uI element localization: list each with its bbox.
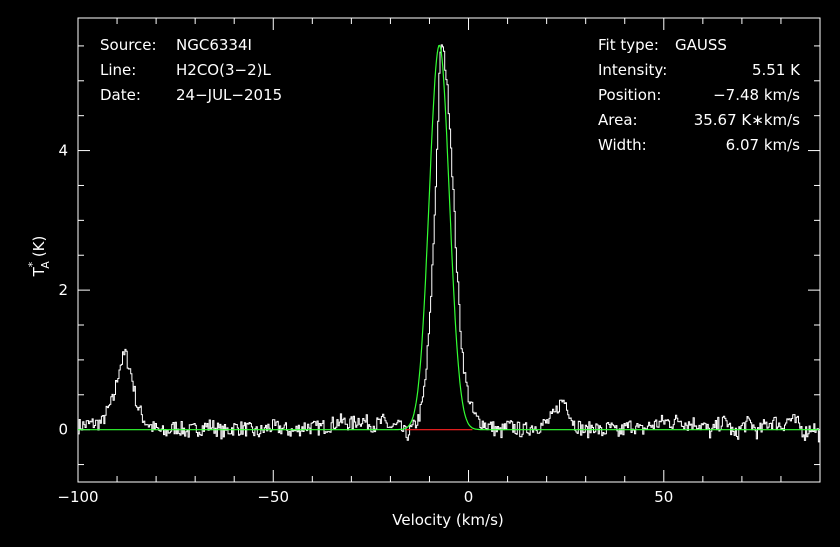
fit-info-key: Position: bbox=[598, 86, 661, 104]
x-tick-label: −100 bbox=[57, 488, 98, 506]
fit-info-key: Width: bbox=[598, 136, 647, 154]
fit-info-key: Area: bbox=[598, 111, 638, 129]
x-tick-label: −50 bbox=[257, 488, 289, 506]
fit-info: Fit type: GAUSS Intensity: 5.51 K Position: −… bbox=[598, 36, 801, 154]
axis-tick-labels: −100 −50 0 50 0 2 4 bbox=[57, 142, 673, 506]
fit-info-value: 6.07 km/s bbox=[726, 136, 801, 154]
y-axis-label-main: T bbox=[30, 266, 48, 277]
y-axis-label: T*A (K) bbox=[26, 236, 52, 278]
gaussian-fit-line bbox=[78, 44, 820, 431]
fit-info-value: −7.48 km/s bbox=[713, 86, 800, 104]
source-info-key: Source: bbox=[100, 36, 157, 54]
plot-frame bbox=[77, 17, 821, 483]
y-axis-label-sup: * bbox=[26, 261, 39, 267]
y-axis-label-unit: (K) bbox=[30, 236, 48, 258]
y-tick-label: 4 bbox=[58, 142, 68, 160]
y-tick-label: 2 bbox=[58, 281, 68, 299]
source-info-value: H2CO(3−2)L bbox=[176, 61, 271, 79]
fit-info-value: GAUSS bbox=[675, 36, 727, 54]
source-info-value: NGC6334I bbox=[176, 36, 252, 54]
source-info-key: Line: bbox=[100, 61, 136, 79]
y-axis-label-sub: A bbox=[39, 261, 52, 269]
fit-info-key: Intensity: bbox=[598, 61, 667, 79]
y-axis-label-text: T*A (K) bbox=[26, 236, 52, 278]
x-tick-label: 50 bbox=[654, 488, 673, 506]
source-info-value: 24−JUL−2015 bbox=[176, 86, 282, 104]
series-group bbox=[78, 44, 821, 443]
source-info: Source: NGC6334I Line: H2CO(3−2)L Date: 24−JU… bbox=[100, 36, 282, 104]
source-info-key: Date: bbox=[100, 86, 141, 104]
x-tick-label: 0 bbox=[464, 488, 474, 506]
fit-info-value: 5.51 K bbox=[752, 61, 801, 79]
y-tick-label: 0 bbox=[58, 421, 68, 439]
fit-info-key: Fit type: bbox=[598, 36, 659, 54]
x-axis-label: Velocity (km/s) bbox=[392, 511, 503, 529]
fit-info-value: 35.67 K∗km/s bbox=[694, 111, 800, 129]
